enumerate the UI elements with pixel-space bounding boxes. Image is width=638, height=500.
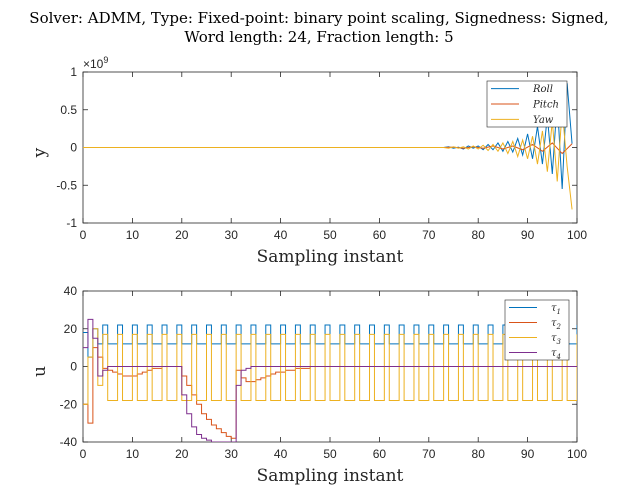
x-tick-label: 40	[274, 447, 288, 461]
top-plot-y: 0 10 20 30 40 50 60 70 80 90 100 1 0.5 0 -0.5 -1 Samplin…	[30, 55, 587, 267]
x-tick-label: 0	[80, 228, 87, 242]
x-tick-label: 100	[567, 228, 587, 242]
y-tick-label: -40	[60, 435, 78, 449]
series-group	[83, 318, 577, 442]
x-tick-label: 60	[373, 447, 387, 461]
series-line-4	[83, 318, 577, 442]
y-tick-label: -1	[66, 216, 77, 230]
y-axis-label: y	[30, 147, 50, 158]
legend: Roll Pitch Yaw	[486, 80, 568, 128]
x-tick-label: 40	[274, 228, 288, 242]
bottom-plot-u: 0 10 20 30 40 50 60 70 80 90 100 40 20 0 -20 -40 Samplin…	[30, 284, 587, 486]
legend-box	[504, 299, 570, 361]
x-tick-label: 10	[126, 228, 140, 242]
legend: τ1 τ2 τ3 τ4	[504, 299, 570, 361]
y-tick-label: 0.5	[60, 103, 77, 117]
series-group	[83, 83, 573, 210]
title-line-2: Word length: 24, Fraction length: 5	[184, 28, 453, 46]
y-tick-label: -20	[60, 397, 78, 411]
x-tick-label: 70	[422, 447, 436, 461]
x-tick-label: 70	[422, 228, 436, 242]
legend-entry: τ3	[551, 333, 562, 346]
x-tick-label: 30	[225, 447, 239, 461]
x-tick-label: 90	[521, 228, 535, 242]
y-exponent-label: ×109	[83, 55, 108, 71]
legend-entry: τ4	[551, 348, 561, 361]
series-line-3	[83, 109, 573, 210]
x-tick-label: 100	[567, 447, 587, 461]
x-tick-label: 90	[521, 447, 535, 461]
x-tick-label: 20	[175, 447, 189, 461]
y-axis-label: u	[30, 366, 50, 377]
y-tick-label: 1	[70, 65, 77, 79]
x-tick-label: 80	[472, 228, 486, 242]
legend-entry: Roll	[532, 84, 553, 95]
y-tick-label: -0.5	[56, 178, 77, 192]
x-tick-label: 30	[225, 228, 239, 242]
legend-entry: τ2	[551, 318, 562, 331]
legend-entry: τ1	[551, 303, 561, 316]
x-tick-label: 0	[80, 447, 87, 461]
y-tick-label: 20	[64, 322, 78, 336]
y-tick-label: 0	[70, 360, 77, 374]
y-tick-label: 40	[64, 284, 78, 298]
legend-entry: Pitch	[532, 100, 559, 111]
x-tick-label: 50	[323, 228, 337, 242]
x-tick-label: 50	[323, 447, 337, 461]
x-tick-label: 20	[175, 228, 189, 242]
title-line-1: Solver: ADMM, Type: Fixed-point: binary …	[29, 9, 608, 27]
legend-entry: Yaw	[533, 115, 554, 126]
x-tick-label: 60	[373, 228, 387, 242]
x-tick-label: 10	[126, 447, 140, 461]
series-line-3	[83, 328, 577, 405]
y-tick-label: 0	[70, 141, 77, 155]
x-tick-label: 80	[472, 447, 486, 461]
x-axis-label: Sampling instant	[257, 247, 404, 267]
x-axis-label: Sampling instant	[257, 466, 404, 486]
